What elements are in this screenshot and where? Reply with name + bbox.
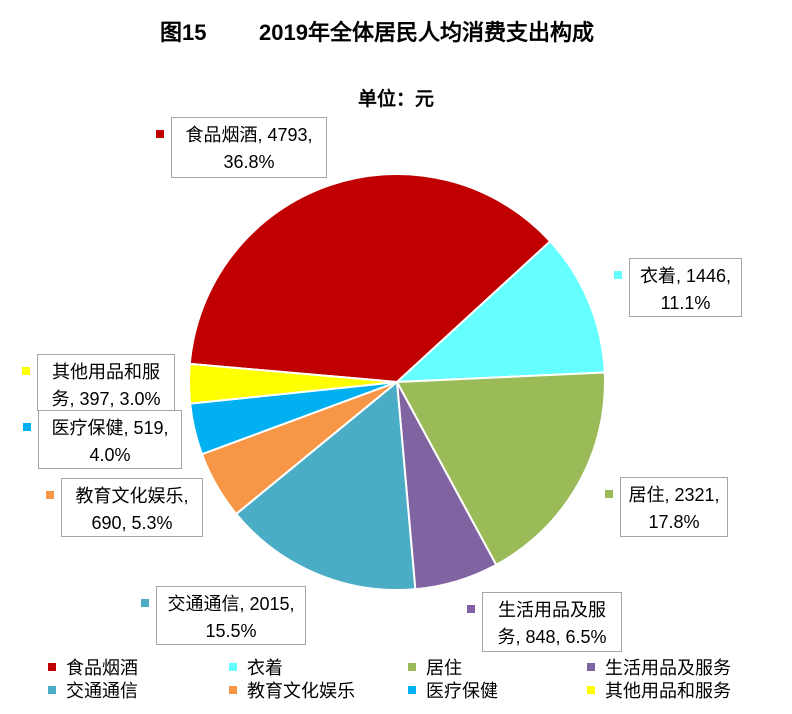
data-label-color-key [467, 605, 475, 613]
data-label-line-2: 690, 5.3% [91, 513, 173, 533]
legend-label: 衣着 [247, 658, 283, 678]
legend-color-key [229, 663, 237, 671]
legend-label: 医疗保健 [426, 681, 498, 701]
data-label-line-2: 务, 397, 3.0% [51, 389, 161, 409]
data-label-other-goods-services: 其他用品和服 务, 397, 3.0% [22, 354, 175, 411]
data-label-education-culture-recreation: 教育文化娱乐, 690, 5.3% [46, 478, 203, 537]
legend-item-housing: 居住 [408, 656, 462, 678]
legend-color-key [408, 663, 416, 671]
data-label-box: 衣着, 1446, 11.1% [629, 258, 742, 317]
data-label-food-tobacco-liquor: 食品烟酒, 4793, 36.8% [156, 117, 327, 178]
data-label-line-1: 生活用品及服 [498, 600, 606, 620]
chart-title: 2019年全体居民人均消费支出构成 [259, 20, 594, 45]
data-label-line-2: 4.0% [89, 445, 131, 465]
pie-slice-other-goods-services [188, 362, 398, 405]
data-label-line-1: 教育文化娱乐, [75, 486, 189, 506]
data-label-box: 其他用品和服 务, 397, 3.0% [37, 354, 175, 411]
legend-color-key [229, 686, 237, 694]
data-label-color-key [614, 271, 622, 279]
legend-color-key [48, 686, 56, 694]
legend-color-key [587, 663, 595, 671]
data-label-line-1: 医疗保健, 519, [51, 418, 169, 438]
data-label-box: 生活用品及服 务, 848, 6.5% [482, 592, 622, 652]
legend-label: 食品烟酒 [66, 658, 138, 678]
legend-color-key [587, 686, 595, 694]
data-label-household-goods-services: 生活用品及服 务, 848, 6.5% [467, 592, 622, 652]
legend-item-household-goods-services: 生活用品及服务 [587, 656, 731, 678]
unit-label: 单位：元 [357, 89, 434, 110]
data-label-box: 居住, 2321, 17.8% [620, 477, 728, 537]
data-label-line-1: 食品烟酒, 4793, [185, 125, 313, 145]
pie-slice-clothing [396, 240, 606, 383]
legend-label: 教育文化娱乐 [247, 681, 355, 701]
legend-label: 居住 [426, 658, 462, 678]
legend-label: 其他用品和服务 [605, 681, 731, 701]
legend-color-key [48, 663, 56, 671]
data-label-healthcare: 医疗保健, 519, 4.0% [23, 410, 182, 469]
data-label-line-1: 居住, 2321, [628, 485, 720, 505]
data-label-color-key [22, 367, 30, 375]
legend-label: 生活用品及服务 [605, 658, 731, 678]
figure-number: 图15 [160, 20, 207, 45]
data-label-box: 食品烟酒, 4793, 36.8% [171, 117, 327, 178]
data-label-box: 教育文化娱乐, 690, 5.3% [61, 478, 203, 537]
legend-item-healthcare: 医疗保健 [408, 679, 498, 701]
legend-item-other-goods-services: 其他用品和服务 [587, 679, 731, 701]
data-label-line-1: 衣着, 1446, [639, 266, 732, 286]
data-label-line-2: 36.8% [223, 152, 275, 172]
pie-slice-transport-communication [235, 381, 417, 591]
legend-item-clothing: 衣着 [229, 656, 283, 678]
data-label-color-key [46, 491, 54, 499]
data-label-color-key [605, 490, 613, 498]
pie-slice-housing [396, 371, 606, 566]
data-label-box: 医疗保健, 519, 4.0% [38, 410, 182, 469]
data-label-line-2: 15.5% [205, 621, 257, 641]
data-label-line-2: 务, 848, 6.5% [497, 627, 607, 647]
legend-item-transport-communication: 交通通信 [48, 679, 138, 701]
data-label-line-2: 17.8% [648, 512, 700, 532]
data-label-clothing: 衣着, 1446, 11.1% [614, 258, 742, 317]
data-label-housing: 居住, 2321, 17.8% [605, 477, 728, 537]
legend-label: 交通通信 [66, 681, 138, 701]
data-label-line-2: 11.1% [660, 293, 711, 313]
legend-color-key [408, 686, 416, 694]
data-label-color-key [141, 599, 149, 607]
data-label-line-1: 交通通信, 2015, [167, 594, 295, 614]
legend-item-food-tobacco-liquor: 食品烟酒 [48, 656, 138, 678]
legend-item-education-culture-recreation: 教育文化娱乐 [229, 679, 355, 701]
data-label-color-key [156, 130, 164, 138]
data-label-color-key [23, 423, 31, 431]
data-label-box: 交通通信, 2015, 15.5% [156, 586, 306, 645]
data-label-line-1: 其他用品和服 [52, 362, 160, 382]
pie-slice-food-tobacco-liquor [188, 173, 552, 383]
data-label-transport-communication: 交通通信, 2015, 15.5% [141, 586, 306, 645]
